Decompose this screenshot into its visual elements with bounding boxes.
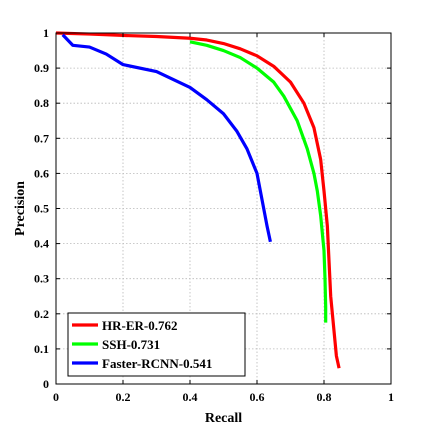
x-tick-label: 0.8 bbox=[317, 390, 332, 404]
x-tick-label: 0 bbox=[53, 390, 59, 404]
x-axis-label: Recall bbox=[205, 411, 242, 426]
y-axis-label: Precision bbox=[13, 181, 28, 236]
y-tick-label: 0 bbox=[43, 377, 49, 391]
y-tick-label: 0.2 bbox=[34, 307, 49, 321]
y-tick-label: 1 bbox=[43, 26, 49, 40]
legend-entry: SSH-0.731 bbox=[102, 337, 160, 352]
legend: HR-ER-0.762 SSH-0.731 Faster-RCNN-0.541 bbox=[67, 312, 246, 377]
series-line-0 bbox=[55, 31, 341, 369]
series-line-1 bbox=[189, 40, 328, 323]
y-tick-label: 0.6 bbox=[34, 166, 49, 180]
y-axis-ticks: 0 0.1 0.2 0.3 0.4 0.5 0.6 0.7 0.8 0.9 1 bbox=[34, 26, 391, 391]
y-tick-label: 0.9 bbox=[34, 61, 49, 75]
x-tick-label: 0.2 bbox=[116, 390, 131, 404]
x-axis-ticks: 0 0.2 0.4 0.6 0.8 1 bbox=[53, 33, 394, 404]
series-line-2 bbox=[61, 33, 272, 243]
x-tick-label: 0.6 bbox=[250, 390, 265, 404]
legend-entry: HR-ER-0.762 bbox=[102, 318, 177, 333]
x-tick-label: 1 bbox=[388, 390, 394, 404]
series-lines bbox=[55, 31, 341, 369]
y-tick-label: 0.4 bbox=[34, 237, 49, 251]
y-tick-label: 0.3 bbox=[34, 272, 49, 286]
y-tick-label: 0.8 bbox=[34, 96, 49, 110]
x-tick-label: 0.4 bbox=[183, 390, 198, 404]
y-tick-label: 0.1 bbox=[34, 342, 49, 356]
grid-lines bbox=[56, 33, 391, 384]
y-tick-label: 0.5 bbox=[34, 202, 49, 216]
y-tick-label: 0.7 bbox=[34, 131, 49, 145]
legend-entry: Faster-RCNN-0.541 bbox=[102, 356, 212, 371]
